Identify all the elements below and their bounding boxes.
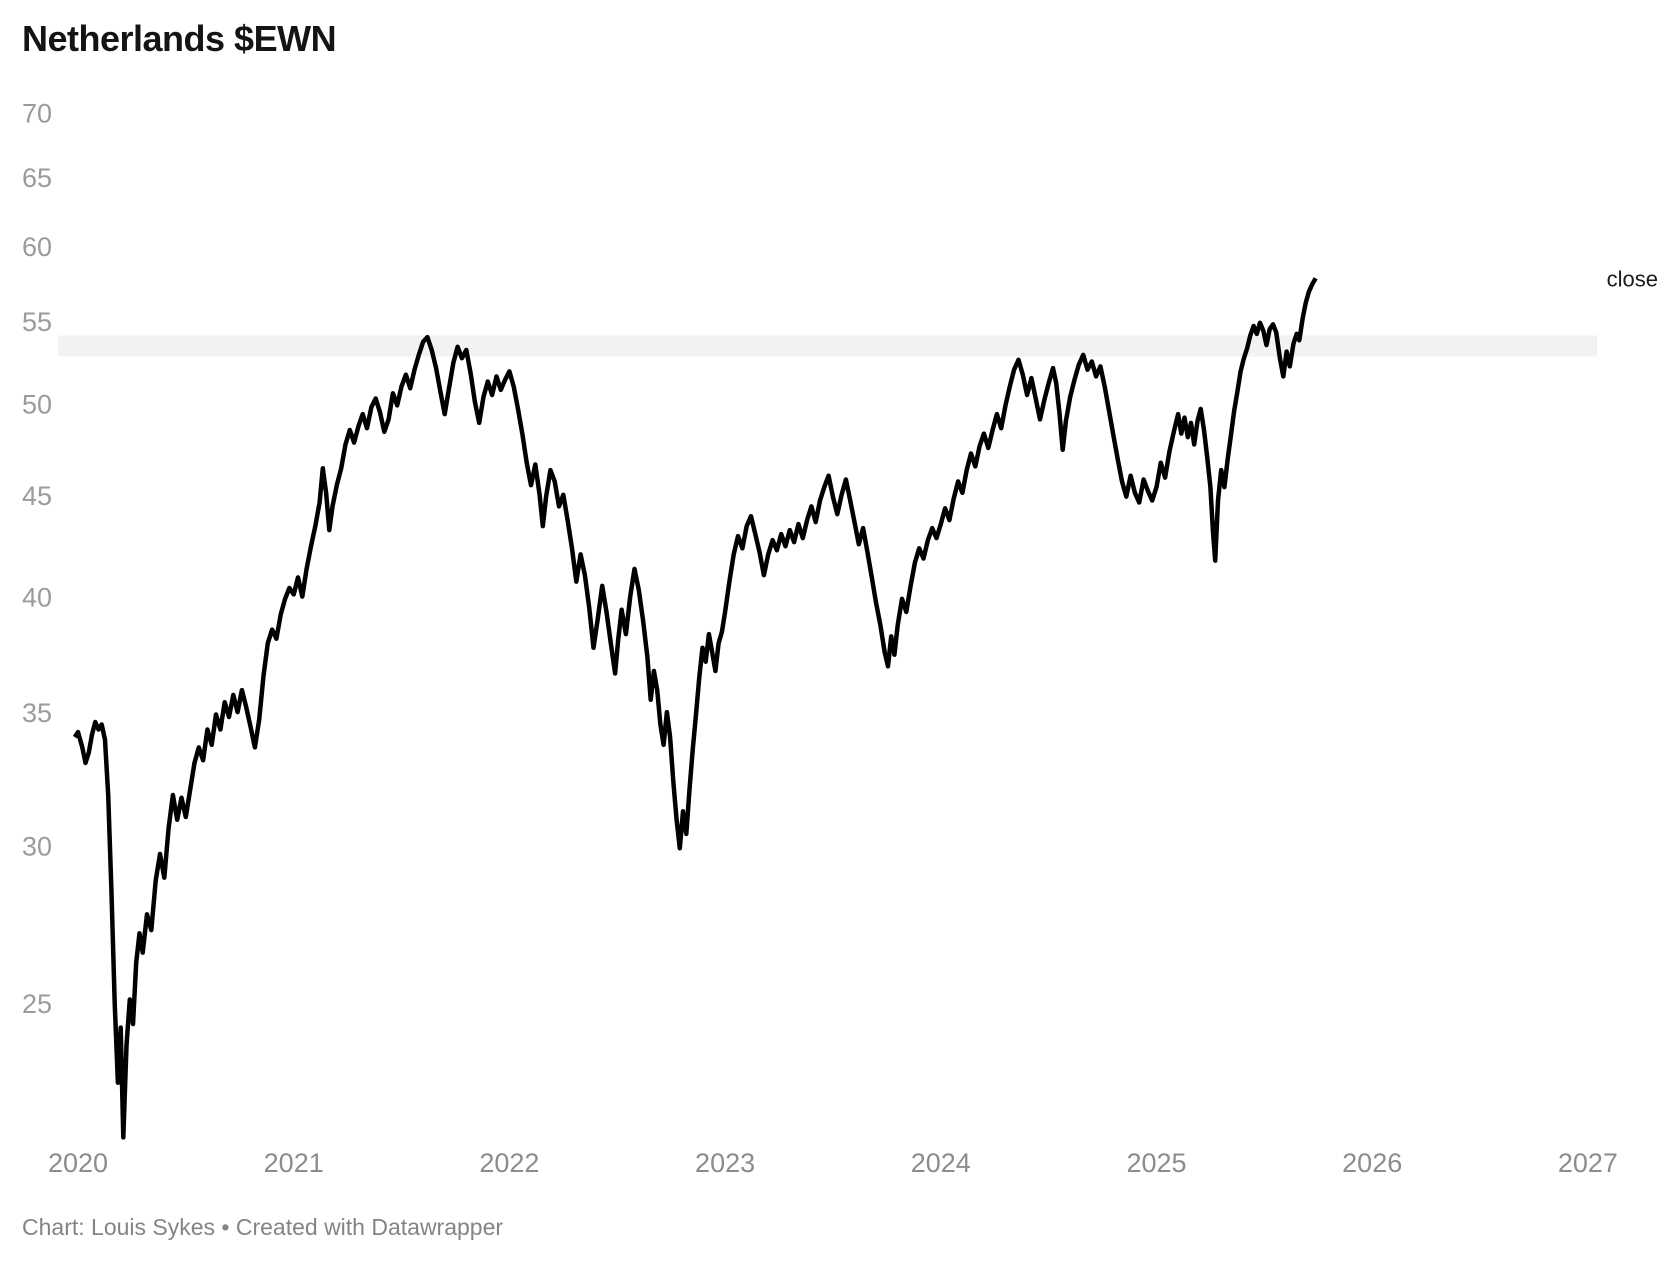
close-highlight-band <box>58 335 1597 357</box>
x-tick-label: 2023 <box>695 1148 755 1178</box>
x-tick-label: 2020 <box>48 1148 108 1178</box>
x-tick-label: 2024 <box>911 1148 971 1178</box>
y-tick-label: 65 <box>22 163 52 193</box>
chart-footer-credit: Chart: Louis Sykes • Created with Datawr… <box>22 1214 504 1240</box>
y-axis-tick-labels: 25 30 35 40 45 50 55 60 65 70 <box>22 99 52 1019</box>
x-tick-label: 2025 <box>1126 1148 1186 1178</box>
y-tick-label: 40 <box>22 583 52 613</box>
x-tick-label: 2022 <box>479 1148 539 1178</box>
x-tick-label: 2026 <box>1342 1148 1402 1178</box>
x-tick-label: 2027 <box>1558 1148 1618 1178</box>
y-tick-label: 45 <box>22 481 52 511</box>
y-tick-label: 70 <box>22 99 52 129</box>
y-tick-label: 60 <box>22 232 52 262</box>
x-tick-label: 2021 <box>264 1148 324 1178</box>
y-tick-label: 50 <box>22 390 52 420</box>
y-tick-label: 25 <box>22 989 52 1019</box>
y-tick-label: 55 <box>22 307 52 337</box>
x-axis-tick-labels: 2020 2021 2022 2023 2024 2025 2026 2027 <box>48 1148 1618 1178</box>
y-tick-label: 35 <box>22 698 52 728</box>
y-tick-label: 30 <box>22 831 52 861</box>
chart-title: Netherlands $EWN <box>22 18 337 59</box>
series-label-close: close <box>1607 266 1658 291</box>
price-line <box>72 277 1318 1140</box>
